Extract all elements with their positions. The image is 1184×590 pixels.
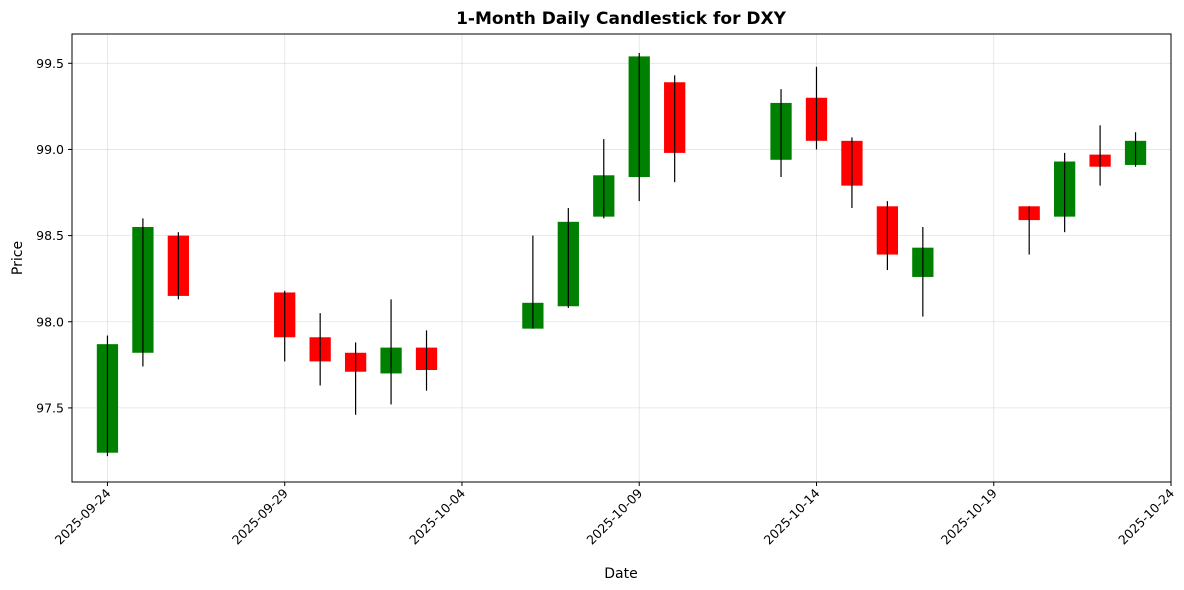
candle <box>1054 152 1076 233</box>
candle <box>841 137 863 209</box>
candle <box>1018 206 1040 255</box>
candle <box>309 313 331 386</box>
plot-frame <box>71 33 1172 483</box>
candle <box>132 218 154 367</box>
candle <box>1124 132 1147 167</box>
x-tick-label: 2025-10-24 <box>1115 485 1177 547</box>
y-tick-label: 98.0 <box>36 314 64 329</box>
candle <box>96 335 119 457</box>
candle <box>167 232 189 300</box>
x-axis-label: Date <box>604 566 637 582</box>
x-tick-label: 2025-09-24 <box>52 485 114 547</box>
candle <box>415 330 438 391</box>
candle <box>344 342 367 415</box>
candle <box>557 208 579 308</box>
candle <box>274 290 296 362</box>
candle <box>380 299 402 405</box>
axis-ticks: 97.5 98.0 98.5 99.0 99.5 2025-09-24 2025-09-29… <box>36 56 1177 548</box>
candle <box>912 226 934 317</box>
x-tick-label: 2025-10-09 <box>583 485 645 547</box>
y-tick-label: 98.5 <box>36 228 64 243</box>
grid <box>72 34 1172 482</box>
x-tick-label: 2025-10-04 <box>406 485 468 547</box>
candle <box>664 75 686 183</box>
x-tick-label: 2025-09-29 <box>229 485 291 547</box>
y-tick-label: 99.5 <box>36 56 64 71</box>
chart-title: 1-Month Daily Candlestick for DXY <box>456 9 787 29</box>
candle <box>628 52 650 202</box>
candle <box>1089 125 1111 186</box>
candle <box>522 235 544 329</box>
y-axis-label: Price <box>10 241 26 275</box>
x-tick-label: 2025-10-19 <box>938 485 1000 547</box>
candle <box>805 66 828 150</box>
candle <box>876 201 899 271</box>
candles <box>96 52 1147 457</box>
y-tick-label: 97.5 <box>36 400 64 415</box>
x-tick-label: 2025-10-14 <box>761 485 823 547</box>
candle <box>593 139 615 219</box>
candle <box>770 89 792 178</box>
y-tick-label: 99.0 <box>36 142 64 157</box>
